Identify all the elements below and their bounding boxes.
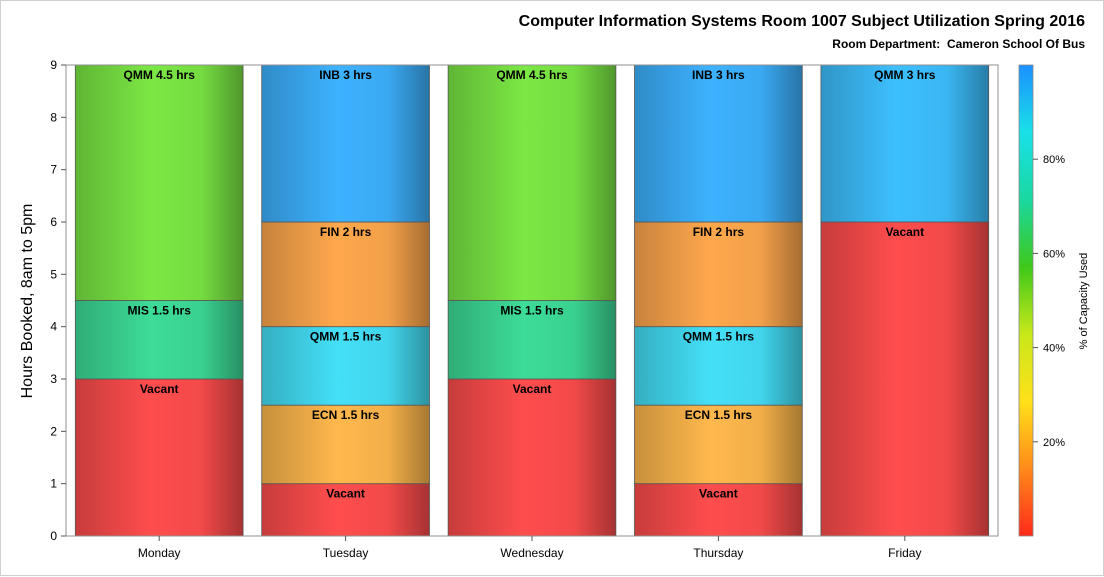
bar-segment xyxy=(261,64,430,223)
bar-segment-label: INB 3 hrs xyxy=(319,68,372,82)
bar-segment xyxy=(447,378,617,537)
bar-segment xyxy=(634,64,803,223)
bar-segment xyxy=(447,64,617,301)
bar-segment-label: QMM 1.5 hrs xyxy=(683,330,755,344)
bar-segment-label: ECN 1.5 hrs xyxy=(312,408,380,422)
bar-segment xyxy=(74,378,244,537)
bar-segment-label: Vacant xyxy=(885,225,924,239)
bar-segment xyxy=(74,64,244,301)
y-tick-label: 7 xyxy=(50,163,57,177)
bar-segment-label: ECN 1.5 hrs xyxy=(685,408,753,422)
y-tick-label: 1 xyxy=(50,477,57,491)
bar-segment xyxy=(261,221,430,328)
x-tick-label: Monday xyxy=(138,546,181,560)
y-tick-label: 9 xyxy=(50,58,57,72)
bar-segment xyxy=(634,483,803,537)
y-tick-label: 3 xyxy=(50,372,57,386)
x-axis: Monday Tuesday Wednesday Thursday Friday xyxy=(138,536,921,560)
color-legend: 20% 40% 60% 80% xyxy=(1018,64,1065,537)
y-tick-label: 6 xyxy=(50,215,57,229)
bar-group: Vacant MIS 1.5 hrs QMM 4.5 hrs Vacant ECN 1.… xyxy=(74,64,990,537)
bar-segment-label: INB 3 hrs xyxy=(692,68,745,82)
bar-segment-label: FIN 2 hrs xyxy=(693,225,745,239)
bar-segment xyxy=(261,483,430,537)
bar-segment-label: QMM 4.5 hrs xyxy=(496,68,568,82)
chart-subtitle: Room Department: Cameron School Of Bus xyxy=(832,37,1085,51)
bar-segment xyxy=(634,221,803,328)
y-tick-label: 4 xyxy=(50,320,57,334)
color-scale-tick-label: 80% xyxy=(1043,154,1065,166)
x-tick-label: Thursday xyxy=(693,546,743,560)
bar-segment xyxy=(634,404,803,485)
color-legend-label: % of Capacity Used xyxy=(1078,253,1090,350)
bar-segment-label: MIS 1.5 hrs xyxy=(128,304,192,318)
bar-segment xyxy=(261,404,430,485)
y-axis-label: Hours Booked, 8am to 5pm xyxy=(19,204,36,399)
x-tick-label: Friday xyxy=(888,546,921,560)
x-tick-label: Tuesday xyxy=(323,546,369,560)
bar-segment xyxy=(74,300,244,380)
chart-title: Computer Information Systems Room 1007 S… xyxy=(518,13,1085,30)
bar-segment-label: QMM 3 hrs xyxy=(874,68,936,82)
color-scale-tick-label: 40% xyxy=(1043,343,1065,355)
y-tick-label: 0 xyxy=(50,529,57,543)
x-tick-label: Wednesday xyxy=(500,546,563,560)
bar-segment-label: MIS 1.5 hrs xyxy=(500,304,564,318)
bar-segment xyxy=(820,64,990,223)
bar-segment-label: QMM 4.5 hrs xyxy=(124,68,196,82)
bar-segment-label: QMM 1.5 hrs xyxy=(310,330,382,344)
bar-segment xyxy=(820,221,990,537)
bar-segment xyxy=(447,300,617,380)
y-tick-label: 2 xyxy=(50,424,57,438)
bar-segment xyxy=(261,326,430,406)
color-scale-tick-label: 60% xyxy=(1043,248,1065,260)
bar-segment-label: FIN 2 hrs xyxy=(320,225,372,239)
y-tick-label: 8 xyxy=(50,110,57,124)
bar-segment xyxy=(634,326,803,406)
y-axis: 0 1 2 3 4 5 6 7 8 9 xyxy=(50,58,66,543)
bar-segment-label: Vacant xyxy=(699,487,738,501)
color-scale-bar xyxy=(1018,64,1034,537)
bar-segment-label: Vacant xyxy=(326,487,365,501)
y-tick-label: 5 xyxy=(50,267,57,281)
bar-segment-label: Vacant xyxy=(513,382,552,396)
color-scale-tick-label: 20% xyxy=(1043,437,1065,449)
bar-segment-label: Vacant xyxy=(140,382,179,396)
